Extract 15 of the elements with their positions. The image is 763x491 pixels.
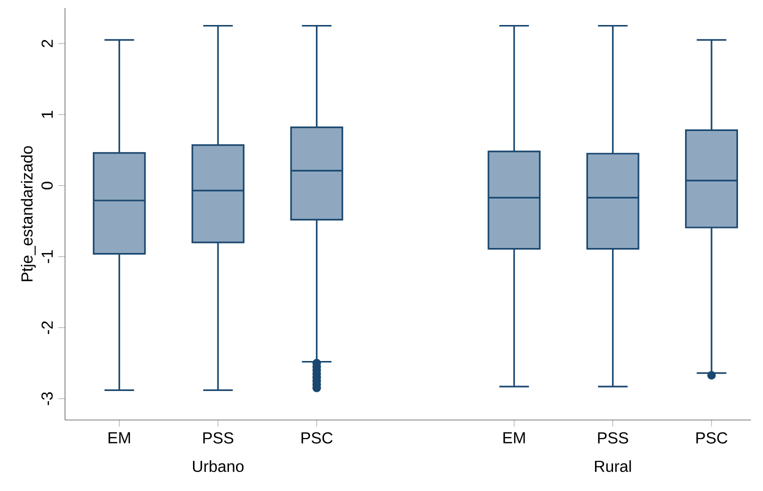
y-tick-label: 0 <box>41 182 53 190</box>
text: Urbano <box>192 460 244 472</box>
x-tick-label: PSC <box>696 432 728 444</box>
x-tick-label: PSC <box>302 432 333 444</box>
y-tick-label: -3 <box>41 392 53 406</box>
y-tick-label: 1 <box>42 110 53 118</box>
text: Rural <box>595 460 631 472</box>
y-tick-label: -1 <box>42 250 53 264</box>
x-tick-label: EM <box>108 432 130 444</box>
x-tick-label: EM <box>503 432 525 444</box>
y-axis-title: Ptje_estandarizado <box>20 146 36 282</box>
y-tick-label: 2 <box>42 40 53 48</box>
y-tick-label: -2 <box>42 321 53 334</box>
x-tick-label: PSS <box>598 432 628 444</box>
x-tick-label: PSS <box>203 432 234 444</box>
